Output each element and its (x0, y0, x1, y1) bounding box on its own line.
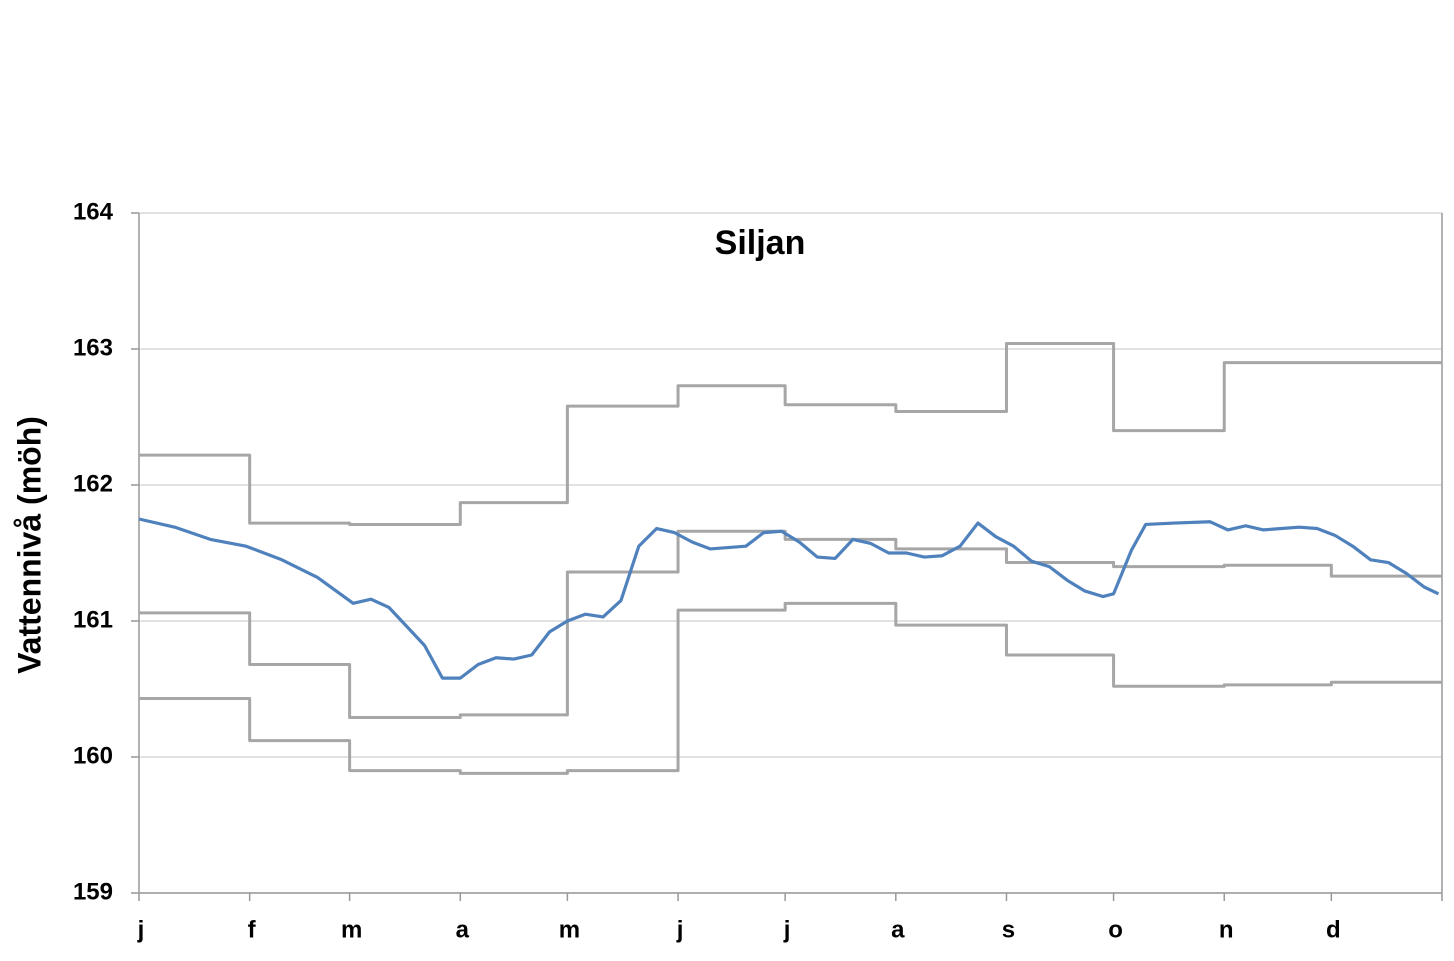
step-line (139, 601, 1442, 775)
x-tick-label: j (783, 916, 791, 943)
step-line (139, 529, 1442, 720)
x-tick-label: d (1326, 916, 1341, 943)
x-tick-label: j (137, 916, 145, 943)
y-tick-label: 161 (73, 606, 113, 633)
step-line (139, 342, 1442, 526)
y-tick-label: 164 (73, 198, 114, 225)
x-tick-label: a (456, 916, 470, 943)
y-tick-label: 159 (73, 878, 113, 905)
y-axis-label: Vattennivå (möh) (11, 416, 47, 674)
x-tick-label: m (559, 916, 580, 943)
x-tick-label: s (1002, 916, 1015, 943)
x-tick-label: a (891, 916, 905, 943)
x-tick-label: m (341, 916, 362, 943)
level-line (138, 517, 1440, 680)
y-tick-label: 163 (73, 334, 113, 361)
y-tick-label: 162 (73, 470, 113, 497)
x-tick-label: o (1108, 916, 1123, 943)
x-tick-label: j (676, 916, 684, 943)
y-tick-label: 160 (73, 742, 113, 769)
x-tick-label: n (1219, 916, 1234, 943)
x-tick-label: f (248, 916, 257, 943)
chart-title: Siljan (715, 224, 806, 262)
